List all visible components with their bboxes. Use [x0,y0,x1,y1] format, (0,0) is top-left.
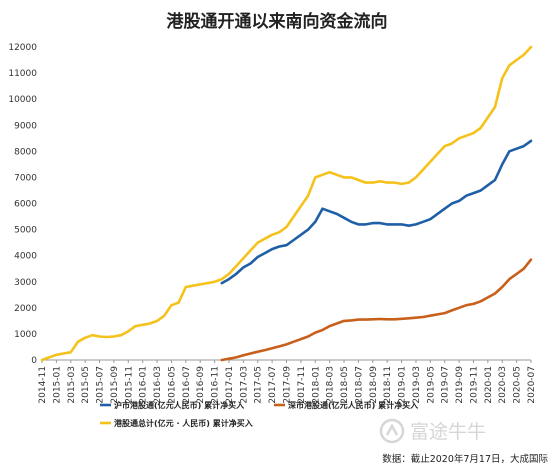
x-tick-label: 2015-09 [110,366,120,404]
x-tick-label: 2018-07 [354,366,364,404]
x-tick-label: 2017-11 [297,366,307,404]
x-tick-label: 2016-07 [182,366,192,404]
chart-title: 港股通开通以来南向资金流向 [167,11,388,32]
x-tick-label: 2020-05 [513,366,523,404]
y-tick-label: 3000 [14,278,37,288]
watermark: 富途牛牛 [379,418,486,444]
x-tick-label: 2019-05 [426,366,436,404]
x-tick-label: 2017-01 [225,366,235,404]
x-tick-label: 2019-09 [455,366,465,404]
y-tick-label: 6000 [14,200,37,210]
plot-area [40,45,533,362]
watermark-text: 富途牛牛 [410,421,486,443]
y-tick-label: 10000 [8,95,37,105]
legend-label: 沪市港股通(亿元人民币) 累计净买入 [114,400,244,410]
x-tick-label: 2014-11 [38,366,48,404]
x-tick-label: 2020-07 [527,366,537,404]
x-tick-label: 2015-03 [67,366,77,404]
source-note: 数据：截止2020年7月17日，大成国际 [382,453,548,465]
y-tick-label: 11000 [8,69,37,79]
y-tick-label: 8000 [14,147,37,157]
legend-label: 港股通总计(亿元 · 人民币) 累计净买入 [114,418,253,428]
y-tick-label: 0 [31,356,37,366]
x-tick-label: 2019-03 [412,366,422,404]
x-tick-label: 2015-11 [124,366,134,404]
y-tick-label: 1000 [14,330,37,340]
x-tick-label: 2018-03 [326,366,336,404]
x-tick-label: 2016-09 [196,366,206,404]
x-tick-label: 2015-07 [96,366,106,404]
x-tick-label: 2018-05 [340,366,350,404]
x-tick-label: 2017-05 [254,366,264,404]
watermark-logo-mark [385,423,399,436]
x-tick-label: 2015-01 [52,366,62,404]
x-tick-label: 2018-01 [311,366,321,404]
y-tick-label: 7000 [14,173,37,183]
series-line-1 [220,258,533,362]
y-tick-label: 9000 [14,121,37,131]
y-tick-label: 2000 [14,304,37,314]
x-tick-label: 2017-09 [283,366,293,404]
x-tick-label: 2019-01 [398,366,408,404]
x-tick-label: 2017-03 [239,366,249,404]
x-tick-label: 2017-07 [268,366,278,404]
series-line-2 [40,45,533,362]
x-tick-label: 2020-01 [484,366,494,404]
y-tick-label: 5000 [14,226,37,236]
x-tick-label: 2016-01 [139,366,149,404]
y-tick-label: 12000 [8,43,37,53]
x-tick-label: 2016-03 [153,366,163,404]
legend-label: 深市港股通(亿元人民币) 累计净买入 [288,400,418,410]
x-tick-label: 2016-05 [167,366,177,404]
x-axis: 2014-11 2015-01 2015-03 2015-05 2015-07 2015-… [38,359,537,404]
x-tick-label: 2020-03 [498,366,508,404]
x-tick-label: 2016-11 [211,366,221,404]
x-tick-label: 2019-11 [469,366,479,404]
y-axis: 0 1000 2000 3000 4000 5000 6000 7000 8000 9000 100… [8,43,37,366]
series-line-0 [220,139,533,285]
x-tick-label: 2018-11 [383,366,393,404]
watermark-logo-icon [379,418,405,444]
x-tick-label: 2015-05 [81,366,91,404]
x-tick-label: 2019-07 [441,366,451,404]
legend: 沪市港股通(亿元人民币) 累计净买入 深市港股通(亿元人民币) 累计净买入港股通总… [100,400,418,428]
y-tick-label: 4000 [14,252,37,262]
x-tick-label: 2018-09 [369,366,379,404]
